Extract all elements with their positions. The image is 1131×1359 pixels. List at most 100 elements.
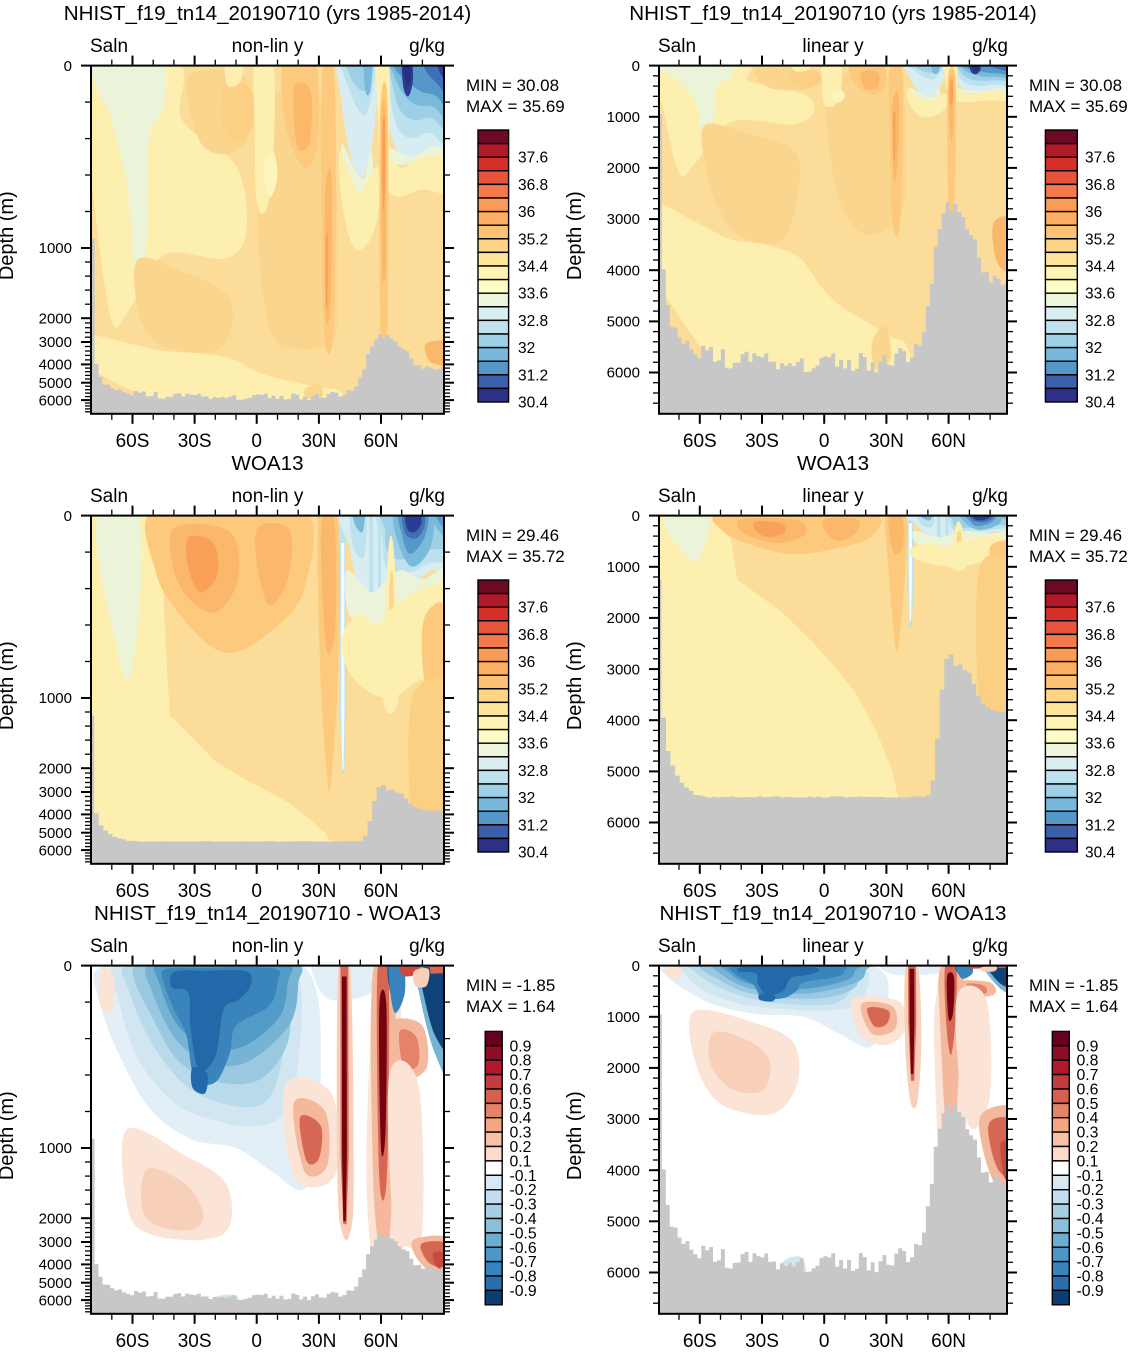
svg-text:-0.2: -0.2 [1077,1182,1104,1199]
svg-text:3000: 3000 [607,661,640,678]
svg-text:30.4: 30.4 [1085,845,1116,862]
svg-text:30N: 30N [301,1331,336,1352]
svg-text:MAX = 1.64: MAX = 1.64 [1029,997,1118,1016]
svg-text:32.8: 32.8 [1085,313,1115,330]
svg-text:Depth (m): Depth (m) [564,191,586,280]
svg-text:36: 36 [1085,654,1102,671]
svg-text:6000: 6000 [39,1292,72,1309]
svg-text:MAX = 35.72: MAX = 35.72 [1029,547,1128,566]
svg-text:g/kg: g/kg [972,486,1008,507]
svg-text:60N: 60N [931,431,966,452]
svg-text:-0.3: -0.3 [1077,1197,1104,1214]
svg-text:Saln: Saln [90,936,128,957]
svg-text:Depth (m): Depth (m) [0,191,18,280]
svg-text:MIN = 30.08: MIN = 30.08 [466,76,559,95]
svg-text:linear y: linear y [802,36,864,57]
svg-text:3000: 3000 [607,211,640,228]
svg-text:3000: 3000 [39,334,72,351]
svg-text:30N: 30N [869,881,904,902]
svg-text:30.4: 30.4 [518,395,549,412]
svg-text:-0.5: -0.5 [1077,1225,1104,1242]
svg-text:0: 0 [251,431,262,452]
svg-text:-0.5: -0.5 [510,1225,537,1242]
svg-text:32.8: 32.8 [1085,763,1115,780]
svg-text:4000: 4000 [39,807,72,824]
svg-text:1000: 1000 [607,1009,640,1026]
svg-text:37.6: 37.6 [1085,600,1115,617]
svg-text:6000: 6000 [607,365,640,382]
svg-text:0.6: 0.6 [1077,1082,1099,1099]
svg-text:0.1: 0.1 [1077,1153,1099,1170]
svg-text:0: 0 [64,958,72,975]
svg-text:60S: 60S [116,881,150,902]
svg-text:37.6: 37.6 [1085,150,1115,167]
svg-text:-0.4: -0.4 [510,1211,537,1228]
svg-text:Saln: Saln [658,486,696,507]
svg-text:Saln: Saln [658,936,696,957]
svg-text:37.6: 37.6 [518,600,548,617]
svg-text:0.7: 0.7 [1077,1067,1099,1084]
svg-text:MIN = 29.46: MIN = 29.46 [1029,526,1122,545]
svg-text:2000: 2000 [607,160,640,177]
svg-text:Saln: Saln [90,36,128,57]
svg-text:g/kg: g/kg [409,936,445,957]
svg-text:30S: 30S [178,431,212,452]
svg-text:3000: 3000 [39,784,72,801]
svg-text:31.2: 31.2 [1085,817,1115,834]
svg-text:-0.1: -0.1 [1077,1168,1104,1185]
svg-text:32: 32 [1085,340,1102,357]
svg-text:2000: 2000 [39,310,72,327]
svg-text:36: 36 [1085,204,1102,221]
svg-text:0: 0 [632,58,640,75]
svg-text:non-lin y: non-lin y [232,936,304,957]
svg-text:-0.6: -0.6 [510,1240,537,1257]
svg-text:0.9: 0.9 [1077,1038,1099,1055]
svg-text:-0.2: -0.2 [510,1182,537,1199]
svg-text:MIN = -1.85: MIN = -1.85 [1029,976,1118,995]
svg-text:-0.6: -0.6 [1077,1240,1104,1257]
svg-text:MAX = 35.72: MAX = 35.72 [466,547,565,566]
svg-text:4000: 4000 [39,1257,72,1274]
svg-text:MIN = 29.46: MIN = 29.46 [466,526,559,545]
svg-text:33.6: 33.6 [518,736,548,753]
svg-text:32: 32 [518,340,535,357]
svg-text:32.8: 32.8 [518,313,548,330]
svg-text:-0.1: -0.1 [510,1168,537,1185]
svg-text:3000: 3000 [39,1234,72,1251]
svg-text:Depth (m): Depth (m) [0,1091,18,1180]
svg-text:MAX = 35.69: MAX = 35.69 [1029,97,1128,116]
svg-text:0: 0 [251,881,262,902]
svg-text:5000: 5000 [607,314,640,331]
svg-text:32: 32 [518,790,535,807]
svg-text:33.6: 33.6 [1085,286,1115,303]
svg-text:30S: 30S [745,431,779,452]
svg-text:-0.4: -0.4 [1077,1211,1104,1228]
svg-text:Saln: Saln [658,36,696,57]
svg-text:0: 0 [819,1331,830,1352]
svg-text:60S: 60S [683,881,717,902]
svg-text:0.3: 0.3 [1077,1125,1099,1142]
svg-text:60S: 60S [116,431,150,452]
svg-text:-0.8: -0.8 [510,1269,537,1286]
svg-text:WOA13: WOA13 [797,452,869,475]
svg-text:NHIST_f19_tn14_20190710 - WOA1: NHIST_f19_tn14_20190710 - WOA13 [660,902,1007,925]
svg-text:5000: 5000 [607,1214,640,1231]
svg-text:0.1: 0.1 [510,1153,532,1170]
svg-text:32: 32 [1085,790,1102,807]
svg-text:5000: 5000 [607,764,640,781]
svg-text:g/kg: g/kg [972,36,1008,57]
svg-text:34.4: 34.4 [1085,259,1116,276]
svg-text:31.2: 31.2 [1085,367,1115,384]
svg-text:31.2: 31.2 [518,367,548,384]
svg-text:33.6: 33.6 [518,286,548,303]
svg-text:0.2: 0.2 [1077,1139,1099,1156]
svg-text:-0.7: -0.7 [1077,1254,1104,1271]
svg-text:4000: 4000 [607,712,640,729]
svg-text:36.8: 36.8 [1085,177,1115,194]
svg-text:-0.7: -0.7 [510,1254,537,1271]
svg-text:4000: 4000 [607,1162,640,1179]
svg-text:0: 0 [64,508,72,525]
svg-text:6000: 6000 [39,392,72,409]
svg-text:non-lin y: non-lin y [232,36,304,57]
svg-text:60S: 60S [683,431,717,452]
